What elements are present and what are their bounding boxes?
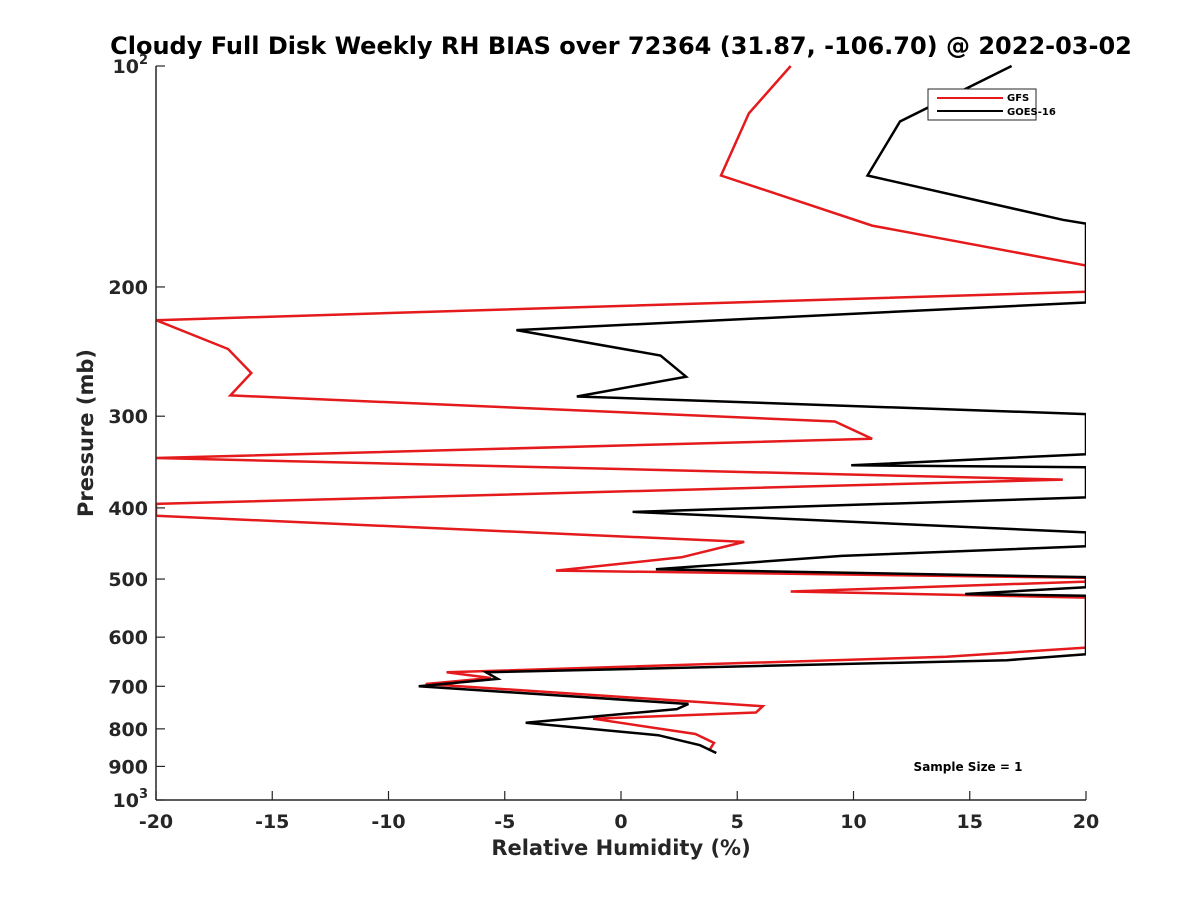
chart-title: Cloudy Full Disk Weekly RH BIAS over 723… (110, 32, 1132, 60)
x-axis-label: Relative Humidity (%) (491, 836, 750, 860)
x-tick-label: 15 (957, 811, 983, 833)
legend-label-goes16: GOES-16 (1007, 107, 1056, 118)
series-line-gfs (156, 65, 1086, 751)
y-tick-label: 103 (113, 787, 149, 812)
x-tick-label: -15 (255, 811, 289, 833)
y-tick-label: 600 (108, 627, 148, 649)
x-axis-ticks: -20 -15 -10 -5 0 5 10 15 20 (139, 791, 1099, 833)
x-tick-label: -5 (494, 811, 515, 833)
series-line-goes-16 (418, 65, 1086, 755)
y-tick-label: 800 (108, 719, 148, 741)
x-tick-label: 10 (840, 811, 866, 833)
y-tick-label: 200 (108, 277, 148, 299)
x-tick-label: 0 (614, 811, 627, 833)
x-tick-label: 20 (1073, 811, 1099, 833)
y-tick-label: 102 (113, 53, 149, 78)
x-tick-label: -10 (371, 811, 405, 833)
legend-box (927, 88, 1037, 121)
y-tick-label: 400 (108, 498, 148, 520)
y-axis-ticks: 102 200 300 400 500 600 700 800 900 103 (108, 53, 165, 812)
x-tick-label: -20 (139, 811, 173, 833)
plot-lines (156, 65, 1086, 755)
legend: GFS GOES-16 (927, 88, 1056, 121)
sample-size-annotation: Sample Size = 1 (914, 760, 1023, 774)
x-tick-label: 5 (731, 811, 744, 833)
legend-label-gfs: GFS (1007, 93, 1029, 104)
y-tick-label: 700 (108, 676, 148, 698)
y-tick-label: 300 (108, 406, 148, 428)
y-tick-label: 500 (108, 569, 148, 591)
y-axis-label: Pressure (mb) (74, 349, 98, 517)
y-tick-label: 900 (108, 756, 148, 778)
